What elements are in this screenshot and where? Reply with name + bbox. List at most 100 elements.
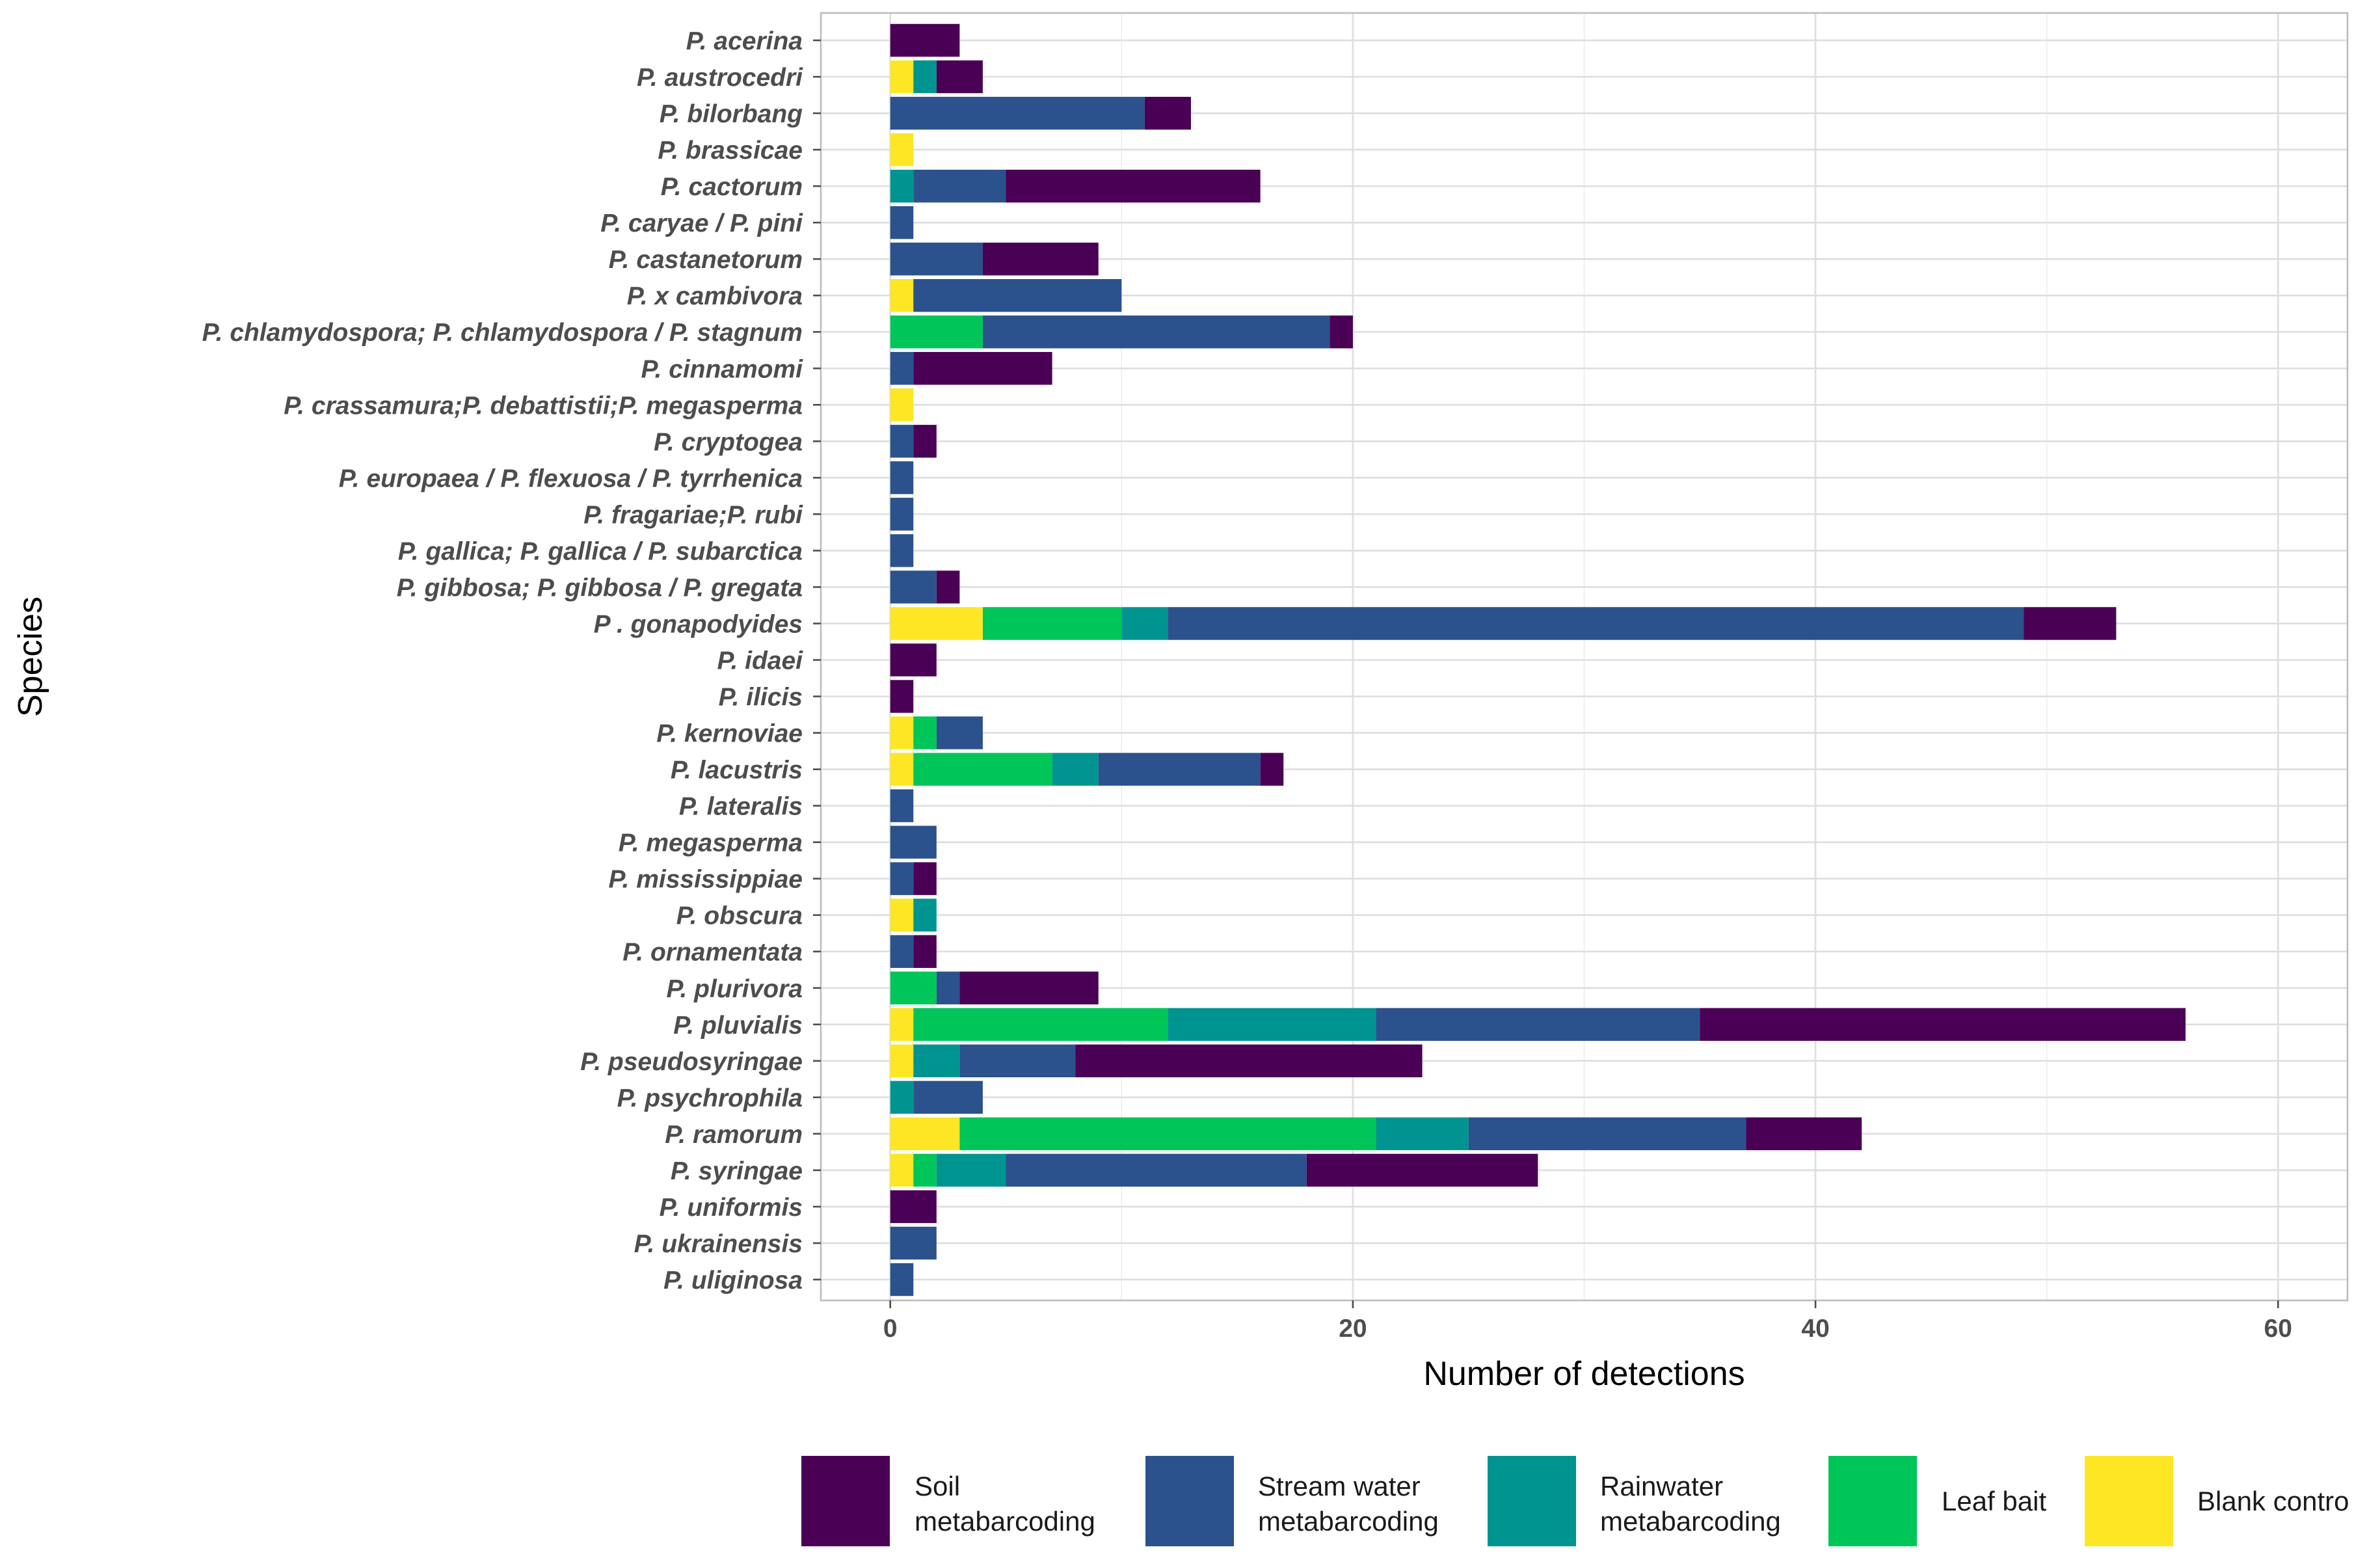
bar-segment (890, 278, 914, 312)
bar-segment (890, 133, 914, 167)
y-tick-label: P. uniformis (660, 1194, 803, 1222)
bar-segment (890, 60, 914, 94)
bar-segment (1306, 1153, 1538, 1187)
bar-segment (913, 753, 1052, 786)
bar-segment (890, 680, 914, 713)
bar-segment (890, 1117, 960, 1151)
y-tick-labels: P. acerina P. austrocedri P. bilorbang P. b… (202, 27, 821, 1295)
panel-border (820, 12, 2349, 1302)
bar-segment (890, 1263, 914, 1296)
y-tick-label: P. gibbosa; P. gibbosa / P. gregata (397, 574, 803, 602)
x-axis-title: Number of detections (1423, 1355, 1745, 1393)
bar-segment (982, 607, 1122, 640)
bar-segment (1098, 753, 1261, 786)
bar-segment (890, 826, 937, 859)
bar-segment (1168, 607, 2024, 640)
bar-segment (936, 1153, 1006, 1187)
bar-segment (890, 898, 914, 932)
legend-label: Rainwater (1600, 1471, 1723, 1501)
legend-label: metabarcoding (1600, 1506, 1781, 1537)
bar-segment (913, 1153, 937, 1187)
bar-segment (1700, 1008, 2186, 1041)
legend-label: Blank contro (2197, 1486, 2349, 1516)
bar-segment (890, 935, 914, 968)
y-tick-label: P. bilorbang (660, 100, 803, 128)
bar-segment (1468, 1117, 1746, 1151)
x-tick-label: 0 (883, 1315, 898, 1343)
bar-segment (913, 1044, 960, 1078)
bar-segment (890, 1153, 914, 1187)
bar-segment (890, 971, 937, 1004)
y-tick-label: P. ramorum (665, 1121, 803, 1149)
bar-segment (890, 242, 983, 276)
bar-segment (890, 498, 914, 531)
bar-segment (890, 753, 914, 786)
bar-segment (890, 1190, 937, 1224)
y-tick-label: P. caryae / P. pini (600, 209, 803, 237)
y-tick-label: P. plurivora (666, 975, 803, 1003)
bar-segment (890, 206, 914, 239)
bar-segment (890, 789, 914, 822)
legend-key (1145, 1456, 1234, 1546)
bar-segment (913, 278, 1122, 312)
bars (890, 23, 2186, 1296)
bar-segment (890, 1226, 937, 1260)
bar-segment (936, 716, 983, 749)
legend: Soil metabarcoding Stream water metabarcodi… (801, 1456, 2349, 1546)
y-tick-label: P. austrocedri (637, 64, 803, 92)
legend-label: Leaf bait (1942, 1486, 2046, 1516)
bar-segment (913, 352, 1052, 385)
bar-segment (936, 571, 960, 604)
bar-segment (890, 96, 1145, 130)
y-tick-label: P. idaei (717, 647, 803, 675)
bar-segment (1168, 1008, 1376, 1041)
y-tick-label: P. castanetorum (609, 246, 803, 274)
y-tick-label: P. lacustris (671, 757, 803, 785)
x-tick-label: 40 (1801, 1315, 1829, 1343)
bar-segment (890, 534, 914, 567)
bar-segment (1075, 1044, 1423, 1078)
y-tick-label: P. x cambivora (627, 282, 803, 310)
bar-segment (890, 716, 914, 749)
x-tick-label: 60 (2264, 1315, 2292, 1343)
y-tick-label: P. cactorum (661, 173, 803, 201)
bar-segment (1330, 316, 1353, 349)
bar-segment (1260, 753, 1284, 786)
y-tick-label: P. megasperma (619, 829, 803, 857)
y-tick-label: P. ukrainensis (634, 1230, 803, 1258)
y-tick-label: P. mississippiae (609, 866, 803, 894)
y-tick-label: P. acerina (686, 27, 803, 55)
bar-segment (913, 862, 937, 895)
legend-label: Soil (915, 1471, 960, 1501)
y-tick-label: P. chlamydospora; P. chlamydospora / P. … (202, 319, 803, 347)
y-tick-label: P. fragariae;P. rubi (583, 501, 803, 529)
bar-segment (1746, 1117, 1862, 1151)
y-tick-label: P. lateralis (679, 793, 803, 821)
y-tick-label: P. gallica; P. gallica / P. subarctica (398, 537, 803, 565)
bar-segment (890, 461, 914, 494)
y-tick-label: P. crassamura;P. debattistii;P. megasper… (284, 392, 803, 420)
y-tick-label: P. uliginosa (663, 1267, 803, 1295)
bar-segment (890, 352, 914, 385)
y-tick-label: P. kernoviae (656, 720, 803, 748)
y-axis-title: Species (12, 597, 49, 717)
bar-segment (982, 316, 1330, 349)
x-tick-labels: 0 20 40 60 (883, 1300, 2292, 1343)
bar-segment (890, 425, 914, 458)
bar-segment (913, 425, 937, 458)
y-tick-label: P. syringae (671, 1157, 803, 1185)
legend-key (2085, 1456, 2173, 1546)
bar-segment (982, 242, 1099, 276)
bar-segment (1376, 1117, 1469, 1151)
legend-key (1488, 1456, 1576, 1546)
y-tick-label: P. obscura (676, 902, 803, 930)
y-tick-label: P. pseudosyringae (580, 1048, 803, 1076)
bar-segment (1144, 96, 1191, 130)
bar-segment (913, 1008, 1168, 1041)
bar-segment (890, 388, 914, 422)
y-tick-label: P. psychrophila (617, 1084, 803, 1112)
bar-segment (890, 1044, 914, 1078)
y-tick-label: P. cryptogea (654, 428, 803, 456)
bar-segment (1006, 169, 1261, 203)
